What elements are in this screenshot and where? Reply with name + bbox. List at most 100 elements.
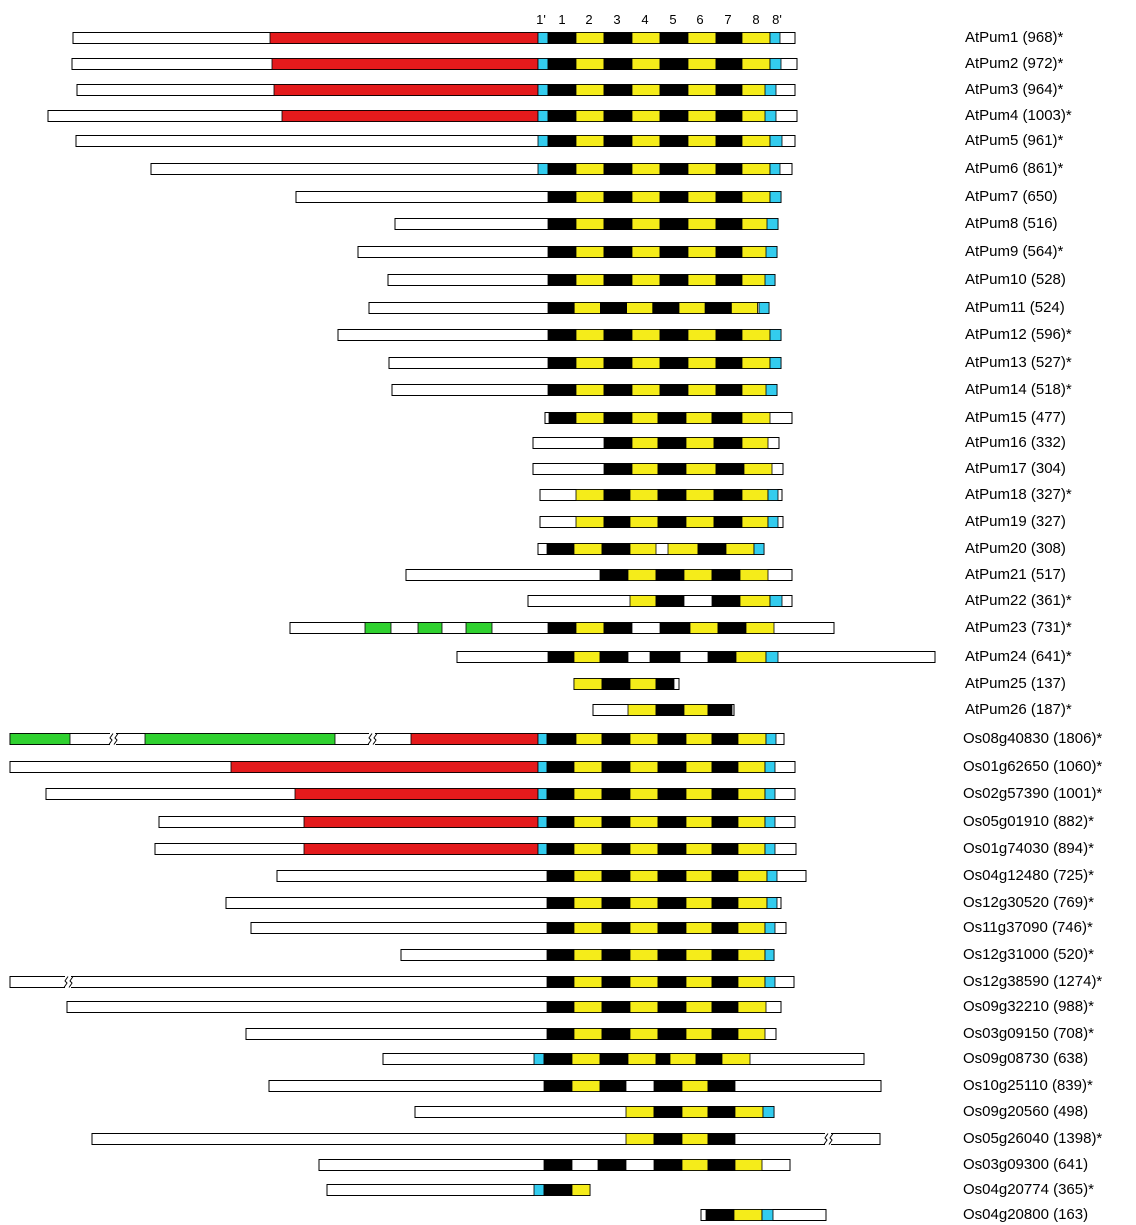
repeat-yellow — [575, 489, 605, 501]
repeat-yellow — [631, 463, 659, 475]
repeat-yellow — [741, 329, 771, 341]
repeat-yellow — [681, 1106, 709, 1118]
repeat-black — [711, 412, 743, 424]
repeat-yellow — [631, 135, 661, 147]
repeat-black — [603, 329, 633, 341]
repeat-black — [715, 329, 743, 341]
protein-bar — [268, 1080, 882, 1092]
repeat-black — [659, 246, 689, 258]
repeat-yellow — [685, 976, 713, 988]
repeat-black — [659, 135, 689, 147]
repeat-yellow — [735, 651, 767, 663]
protein-label: Os03g09150 (708)* — [963, 1025, 1094, 1042]
repeat-yellow — [737, 843, 766, 855]
pseudo-repeat-cyan — [537, 761, 548, 773]
axis-break-mark — [823, 1133, 829, 1145]
repeat-black — [715, 163, 743, 175]
repeat-yellow — [741, 191, 771, 203]
repeat-black — [707, 651, 737, 663]
protein-label: Os12g38590 (1274)* — [963, 973, 1103, 990]
repeat-yellow — [631, 329, 661, 341]
protein-label: Os12g30520 (769)* — [963, 894, 1094, 911]
repeat-black — [547, 163, 577, 175]
repeat-black — [655, 1053, 671, 1065]
repeat-black — [695, 1053, 723, 1065]
protein-outline — [276, 870, 807, 882]
pseudo-repeat-cyan — [764, 788, 776, 800]
protein-label: Os09g20560 (498) — [963, 1103, 1089, 1120]
repeat-yellow — [685, 922, 713, 934]
repeat-black — [546, 843, 575, 855]
repeat-yellow — [571, 1053, 601, 1065]
protein-bar — [326, 1184, 591, 1196]
repeat-black — [653, 1133, 683, 1145]
repeat-black — [711, 922, 739, 934]
repeat-black — [657, 463, 687, 475]
repeat-black — [711, 1028, 739, 1040]
repeat-yellow — [629, 595, 657, 607]
protein-bar — [9, 761, 796, 773]
other-domain — [9, 733, 71, 745]
protein-label: Os04g12480 (725)* — [963, 867, 1094, 884]
n-terminal-domain — [303, 843, 539, 855]
n-terminal-domain — [230, 761, 539, 773]
repeat-black — [711, 949, 739, 961]
repeat-black — [657, 733, 687, 745]
protein-label: Os09g32210 (988)* — [963, 998, 1094, 1015]
pseudo-repeat-cyan — [769, 595, 783, 607]
repeat-black — [657, 870, 687, 882]
protein-label: Os04g20800 (163) — [963, 1206, 1089, 1223]
repeat-black — [655, 704, 685, 716]
pseudo-repeat-cyan — [769, 135, 783, 147]
repeat-yellow — [629, 788, 659, 800]
protein-bar — [539, 489, 783, 501]
protein-label: AtPum9 (564)* — [965, 243, 1064, 260]
pseudo-repeat-cyan — [766, 897, 778, 909]
repeat-black — [543, 1053, 573, 1065]
repeat-black — [657, 489, 687, 501]
pseudo-repeat-cyan — [537, 110, 549, 122]
repeat-yellow — [743, 463, 773, 475]
repeat-yellow — [685, 870, 713, 882]
protein-label: Os12g31000 (520)* — [963, 946, 1094, 963]
repeat-black — [546, 761, 575, 773]
repeat-header: 1' — [536, 12, 546, 27]
repeat-yellow — [573, 843, 603, 855]
repeat-yellow — [687, 274, 717, 286]
repeat-yellow — [687, 163, 717, 175]
repeat-yellow — [629, 733, 659, 745]
pseudo-repeat-cyan — [537, 32, 549, 44]
repeat-black — [707, 1080, 736, 1092]
repeat-black — [547, 622, 577, 634]
repeat-yellow — [737, 761, 766, 773]
repeat-yellow — [631, 218, 661, 230]
protein-bar — [532, 463, 784, 475]
repeat-black — [603, 191, 633, 203]
pseudo-repeat-cyan — [764, 949, 775, 961]
protein-bar — [75, 135, 796, 147]
repeat-black — [655, 678, 675, 690]
protein-bar — [592, 704, 735, 716]
repeat-yellow — [631, 163, 661, 175]
pseudo-repeat-cyan — [537, 816, 548, 828]
repeat-yellow — [737, 976, 766, 988]
repeat-yellow — [737, 733, 767, 745]
pseudo-repeat-cyan — [758, 302, 770, 314]
repeat-yellow — [739, 569, 769, 581]
pseudo-repeat-cyan — [765, 651, 779, 663]
protein-bar — [72, 32, 796, 44]
repeat-yellow — [687, 32, 717, 44]
protein-bar — [158, 816, 796, 828]
repeat-black — [707, 1159, 736, 1171]
repeat-black — [547, 58, 577, 70]
repeat-header: 6 — [696, 12, 704, 27]
repeat-yellow — [685, 897, 713, 909]
pseudo-repeat-cyan — [537, 163, 549, 175]
repeat-yellow — [573, 1028, 603, 1040]
repeat-black — [659, 622, 691, 634]
repeat-black — [713, 516, 743, 528]
protein-label: Os03g09300 (641) — [963, 1156, 1089, 1173]
repeat-black — [603, 58, 633, 70]
repeat-yellow — [678, 302, 706, 314]
n-terminal-domain — [271, 58, 539, 70]
